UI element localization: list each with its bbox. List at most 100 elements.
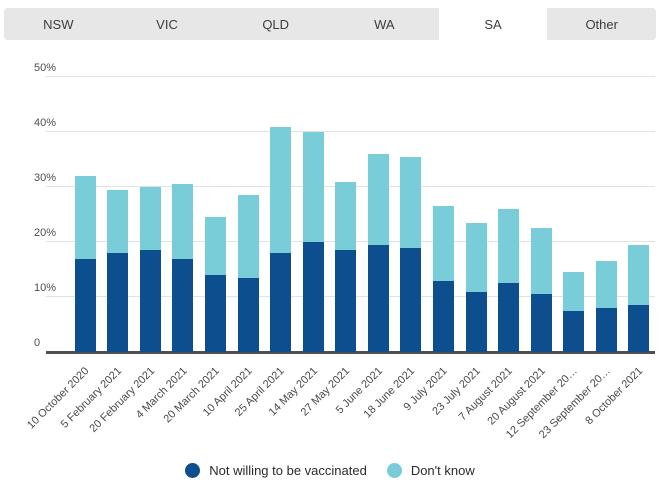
bar-group [623, 77, 656, 352]
bar-group [427, 77, 460, 352]
stacked-bar [530, 228, 552, 352]
chart-legend: Not willing to be vaccinated Don't know [0, 463, 660, 478]
bar-segment-dont-know[interactable] [367, 154, 389, 245]
bar-segment-not-willing[interactable] [628, 305, 650, 352]
stacked-bar [205, 217, 227, 352]
bar-group [167, 77, 200, 352]
y-axis-tick-label: 50% [34, 62, 57, 74]
bar-segment-dont-know[interactable] [432, 206, 454, 281]
gridline-50 [46, 76, 655, 77]
bar-group [264, 77, 297, 352]
legend-label: Not willing to be vaccinated [209, 463, 367, 478]
bar-segment-not-willing[interactable] [107, 253, 129, 352]
stacked-bar [172, 184, 194, 352]
stacked-bar [367, 154, 389, 352]
bar-group [492, 77, 525, 352]
bar-segment-not-willing[interactable] [335, 250, 357, 352]
stacked-bar [335, 181, 357, 352]
tab-wa[interactable]: WA [374, 16, 395, 32]
bar-segment-not-willing[interactable] [302, 242, 324, 352]
y-axis-tick-label: 40% [34, 117, 57, 129]
bar-group [590, 77, 623, 352]
bar-segment-not-willing[interactable] [270, 253, 292, 352]
bar-group [199, 77, 232, 352]
stacked-bar [139, 187, 161, 352]
stacked-bar [563, 272, 585, 352]
stacked-bar [302, 132, 324, 352]
chart-plot-area: 50% 40% 30% 20% 10% 0 10 October 2020 5 Februa… [25, 63, 655, 441]
stacked-bar [628, 244, 650, 352]
x-axis-label: 8 October 2021 [583, 365, 646, 428]
bar-group [232, 77, 265, 352]
bars-container [69, 77, 655, 352]
bar-segment-dont-know[interactable] [498, 209, 520, 284]
bar-group [102, 77, 135, 352]
bar-segment-dont-know[interactable] [237, 195, 259, 278]
bar-segment-dont-know[interactable] [74, 176, 96, 259]
legend-swatch-icon [185, 463, 201, 478]
tab-nsw[interactable]: NSW [43, 16, 74, 32]
y-axis-tick-label: 0 [34, 337, 41, 349]
bar-segment-not-willing[interactable] [400, 247, 422, 352]
bar-segment-dont-know[interactable] [172, 184, 194, 259]
stacked-bar [465, 222, 487, 352]
stacked-bar [432, 206, 454, 352]
legend-swatch-icon [386, 463, 402, 478]
bar-segment-not-willing[interactable] [139, 250, 161, 352]
bar-segment-dont-know[interactable] [563, 272, 585, 311]
stacked-bar [400, 156, 422, 352]
bar-group [460, 77, 493, 352]
y-axis-tick-label: 30% [34, 172, 57, 184]
bar-group [330, 77, 363, 352]
bar-segment-not-willing[interactable] [74, 258, 96, 352]
bar-segment-dont-know[interactable] [530, 228, 552, 295]
legend-item[interactable]: Not willing to be vaccinated [185, 463, 367, 478]
stacked-bar [595, 261, 617, 352]
bar-segment-not-willing[interactable] [237, 277, 259, 352]
bar-group [297, 77, 330, 352]
bar-group [557, 77, 590, 352]
bar-segment-dont-know[interactable] [335, 181, 357, 251]
stacked-bar [74, 176, 96, 352]
bar-group [362, 77, 395, 352]
tab-vic[interactable]: VIC [156, 16, 178, 32]
bar-group [525, 77, 558, 352]
tab-qld[interactable]: QLD [262, 16, 290, 32]
gridline-40 [46, 131, 655, 132]
bar-segment-not-willing[interactable] [367, 244, 389, 352]
bar-segment-dont-know[interactable] [628, 244, 650, 306]
tab-other[interactable]: Other [585, 16, 618, 32]
bar-segment-dont-know[interactable] [302, 132, 324, 242]
bar-segment-not-willing[interactable] [432, 280, 454, 352]
bar-segment-not-willing[interactable] [205, 275, 227, 352]
stacked-bar [237, 195, 259, 352]
bar-segment-dont-know[interactable] [400, 156, 422, 248]
y-axis-tick-label: 20% [34, 227, 57, 239]
bar-segment-dont-know[interactable] [465, 222, 487, 292]
bar-segment-not-willing[interactable] [498, 283, 520, 352]
bar-group [395, 77, 428, 352]
legend-label: Don't know [410, 463, 475, 478]
bar-group [69, 77, 102, 352]
legend-item[interactable]: Don't know [386, 463, 475, 478]
bar-segment-not-willing[interactable] [530, 294, 552, 352]
bar-segment-dont-know[interactable] [205, 217, 227, 275]
bar-segment-not-willing[interactable] [465, 291, 487, 352]
bar-segment-dont-know[interactable] [270, 126, 292, 253]
stacked-bar [498, 209, 520, 352]
stacked-bar [270, 126, 292, 352]
tab-sa[interactable]: SA [438, 3, 548, 45]
bar-group [134, 77, 167, 352]
bar-segment-dont-know[interactable] [107, 189, 129, 253]
stacked-bar [107, 189, 129, 352]
x-axis-labels: 10 October 2020 5 February 2021 20 Februar… [25, 358, 655, 468]
state-tab-bar: NSW VIC QLD WA SA Other [4, 3, 656, 45]
bar-segment-dont-know[interactable] [595, 261, 617, 308]
bar-segment-not-willing[interactable] [172, 258, 194, 352]
bar-segment-not-willing[interactable] [563, 310, 585, 352]
bar-segment-not-willing[interactable] [595, 308, 617, 352]
x-axis-line [46, 351, 655, 354]
y-axis-tick-label: 10% [34, 282, 57, 294]
bar-segment-dont-know[interactable] [139, 187, 161, 251]
